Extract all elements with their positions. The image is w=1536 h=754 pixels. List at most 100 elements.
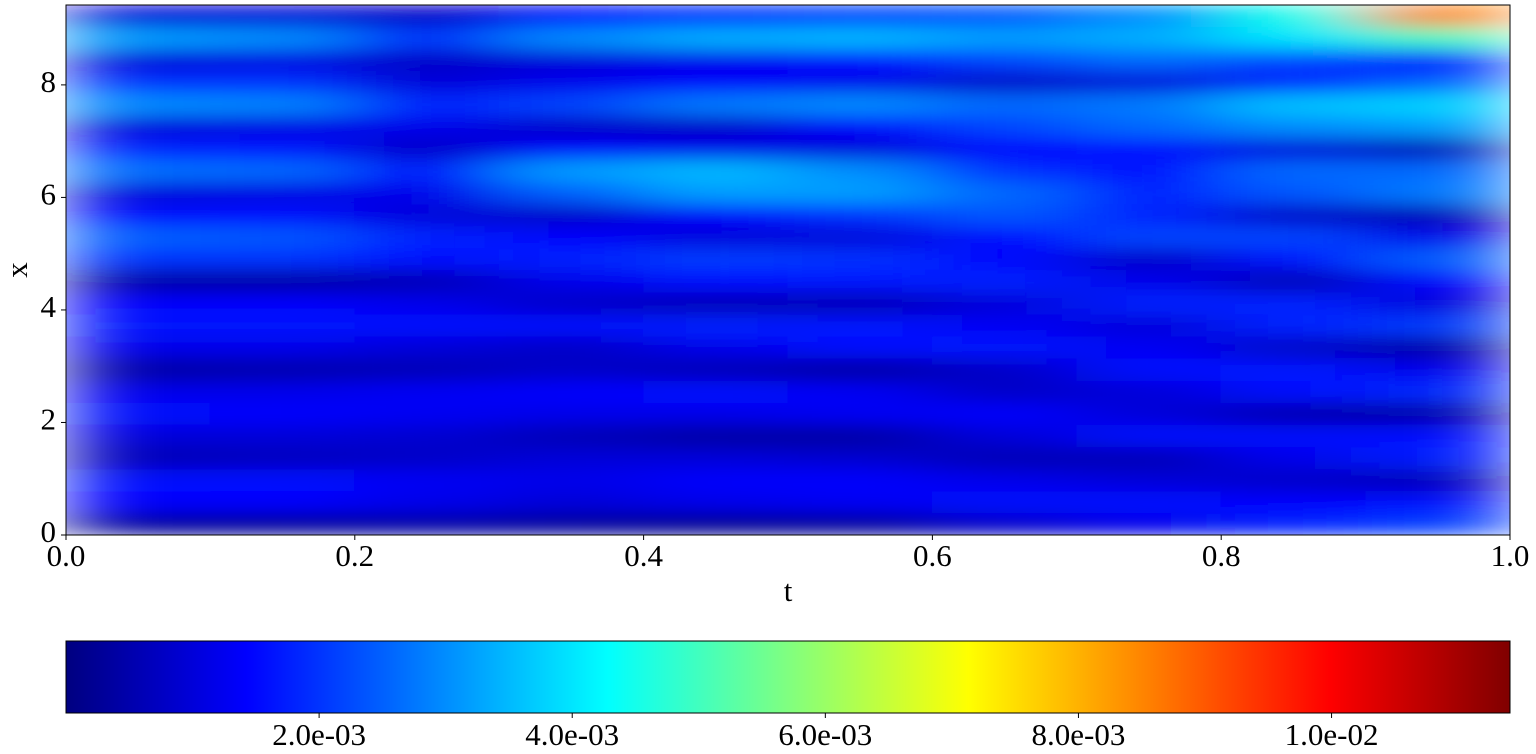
colorbar-tick-label: 2.0e-03 — [272, 717, 366, 752]
heat-cell — [354, 335, 500, 359]
heatmap — [66, 5, 1510, 535]
heat-cell — [787, 114, 933, 138]
heat-cell — [1365, 379, 1510, 403]
heat-cell — [1076, 291, 1222, 315]
heat-cell — [66, 92, 211, 116]
heat-cell — [1076, 269, 1222, 293]
heat-cell — [787, 5, 933, 28]
heat-cell — [1365, 423, 1510, 448]
heat-cell — [1365, 402, 1510, 425]
heat-cell — [643, 158, 789, 182]
x-tick-label: 0.8 — [1202, 538, 1241, 573]
heat-cell — [354, 225, 500, 249]
heat-cell — [498, 158, 645, 182]
heat-cell — [1076, 335, 1222, 359]
heat-cell — [66, 335, 211, 359]
heat-cell — [209, 5, 356, 28]
heat-cell — [66, 446, 211, 470]
heat-cell — [498, 357, 645, 381]
heat-cell — [66, 291, 211, 315]
heat-cell — [643, 269, 789, 293]
heat-cell — [931, 70, 1078, 94]
heat-cell — [209, 313, 356, 337]
heat-cell — [1220, 291, 1367, 315]
heat-cell — [787, 490, 933, 514]
heat-cell — [209, 70, 356, 94]
heat-cell — [787, 48, 933, 72]
heat-cell — [787, 291, 933, 315]
heat-cell — [66, 137, 211, 160]
heat-cell — [643, 180, 789, 205]
heat-cell — [66, 468, 211, 492]
heat-cell — [66, 247, 211, 271]
heat-cell — [643, 379, 789, 403]
heat-cell — [354, 48, 500, 72]
heat-cell — [787, 180, 933, 205]
heat-cell — [66, 158, 211, 182]
heat-cell — [354, 5, 500, 28]
heat-cell — [209, 269, 356, 293]
heat-cell — [931, 402, 1078, 425]
heat-cell — [66, 423, 211, 448]
heat-cell — [354, 114, 500, 138]
heat-cell — [1220, 70, 1367, 94]
heat-cell — [66, 48, 211, 72]
heat-cell — [66, 269, 211, 293]
heat-cell — [1220, 5, 1367, 28]
heat-cell — [1220, 203, 1367, 227]
heat-cell — [498, 137, 645, 160]
colorbar-tick-label: 4.0e-03 — [525, 717, 619, 752]
heat-cell — [643, 70, 789, 94]
heat-cell — [354, 180, 500, 205]
heat-cell — [1220, 247, 1367, 271]
heat-cell — [643, 26, 789, 50]
heat-cell — [209, 92, 356, 116]
heat-cell — [1220, 137, 1367, 160]
heat-cell — [787, 357, 933, 381]
heat-cell — [354, 26, 500, 50]
heat-cell — [1365, 92, 1510, 116]
heat-cell — [787, 313, 933, 337]
heat-cell — [931, 423, 1078, 448]
heat-cell — [787, 379, 933, 403]
heat-cell — [498, 92, 645, 116]
heat-cell — [498, 225, 645, 249]
heat-cell — [354, 92, 500, 116]
x-tick-label: 0.6 — [913, 538, 952, 573]
heat-cell — [66, 490, 211, 514]
heat-cell — [1220, 269, 1367, 293]
heat-cell — [1076, 490, 1222, 514]
heat-cell — [66, 379, 211, 403]
heat-cell — [209, 247, 356, 271]
heat-cell — [1220, 512, 1367, 535]
heat-cell — [66, 5, 211, 28]
heat-cell — [66, 402, 211, 425]
heat-cell — [931, 225, 1078, 249]
heat-cell — [66, 203, 211, 227]
heat-cell — [787, 423, 933, 448]
heat-cell — [354, 423, 500, 448]
colorbar-tick-label: 1.0e-02 — [1285, 717, 1379, 752]
heat-cell — [787, 158, 933, 182]
heat-cell — [1076, 114, 1222, 138]
heat-cell — [643, 512, 789, 535]
heat-cell — [498, 402, 645, 425]
heat-cell — [1220, 402, 1367, 425]
heat-cell — [209, 490, 356, 514]
heat-cell — [1220, 313, 1367, 337]
heat-cell — [1365, 158, 1510, 182]
heat-cell — [931, 5, 1078, 28]
heat-cell — [354, 313, 500, 337]
heat-cell — [498, 291, 645, 315]
heat-cell — [1365, 446, 1510, 470]
heat-cell — [1220, 114, 1367, 138]
heat-cell — [354, 269, 500, 293]
heat-cell — [643, 5, 789, 28]
y-axis-label: x — [0, 262, 34, 278]
heat-cell — [1076, 423, 1222, 448]
heat-cell — [354, 291, 500, 315]
heat-cell — [931, 291, 1078, 315]
heat-cell — [66, 313, 211, 337]
heat-cell — [1365, 26, 1510, 50]
heat-cell — [209, 357, 356, 381]
